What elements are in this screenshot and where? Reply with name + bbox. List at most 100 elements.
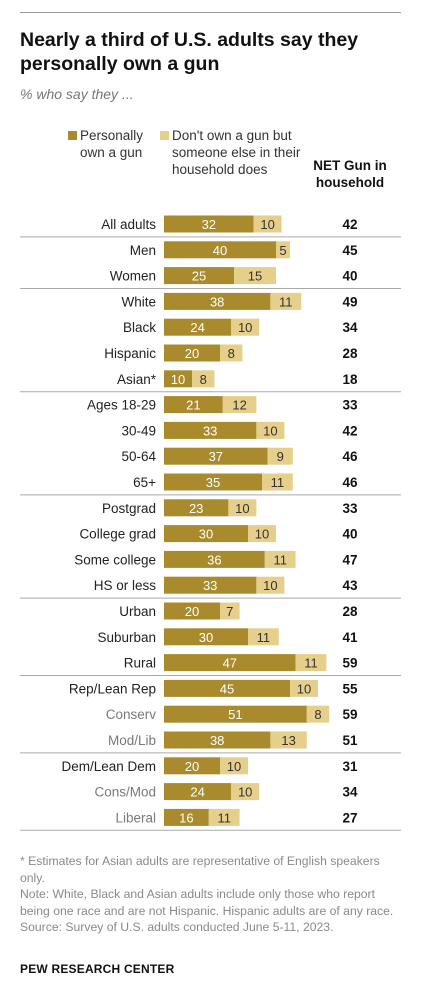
data-label-personal: 33	[203, 423, 217, 438]
bar-household	[222, 396, 257, 414]
bar-personal	[164, 318, 232, 336]
data-label-household: 10	[227, 759, 241, 774]
category-label: White	[121, 294, 156, 309]
bar-household	[253, 215, 282, 233]
bar-personal	[164, 525, 248, 543]
bar-personal	[164, 757, 220, 775]
bar-household	[290, 679, 318, 697]
bar-personal	[164, 241, 276, 259]
data-label-personal: 36	[207, 552, 221, 567]
legend-personal-label: Personally own a gun	[80, 128, 144, 160]
category-label: Asian*	[117, 372, 157, 387]
net-value: 45	[342, 243, 358, 258]
data-label-household: 7	[226, 604, 233, 619]
data-label-household: 11	[273, 552, 287, 567]
net-value: 34	[342, 785, 358, 800]
category-label: Ages 18-29	[87, 398, 156, 413]
data-label-personal: 38	[210, 733, 224, 748]
data-label-household: 10	[238, 785, 252, 800]
net-value: 33	[342, 501, 358, 516]
category-label: Rep/Lean Rep	[69, 681, 156, 696]
bar-personal	[164, 808, 209, 826]
category-label: Men	[130, 243, 156, 258]
bar-personal	[164, 499, 229, 517]
bar-household	[264, 550, 296, 568]
data-label-personal: 25	[192, 269, 206, 284]
data-label-personal: 51	[228, 707, 242, 722]
bar-personal	[164, 602, 220, 620]
stacked-bar-chart: All adults 32 10 42 Men 40 5 45 Women 25 15 40 White…	[20, 215, 401, 831]
data-label-household: 10	[235, 501, 249, 516]
data-label-personal: 33	[203, 578, 217, 593]
data-label-household: 10	[255, 527, 269, 542]
category-label: Liberal	[115, 810, 156, 825]
bar-household	[306, 705, 330, 723]
net-value: 59	[342, 707, 357, 722]
net-value: 28	[342, 604, 358, 619]
data-label-household: 15	[248, 269, 262, 284]
legend-household: Don't own a gun but someone else in thei…	[160, 127, 312, 178]
net-value: 42	[342, 423, 357, 438]
data-label-personal: 35	[206, 475, 220, 490]
bar-personal	[164, 783, 232, 801]
bar-personal	[164, 628, 248, 646]
net-value: 27	[342, 810, 357, 825]
bar-household	[228, 499, 257, 517]
bar-personal	[164, 292, 271, 310]
bar-household	[256, 421, 285, 439]
footnotes: * Estimates for Asian adults are represe…	[20, 853, 400, 936]
category-label: College grad	[79, 527, 156, 542]
net-value: 40	[342, 269, 357, 284]
legend-swatch-household	[160, 131, 169, 140]
top-rule	[20, 12, 401, 13]
net-value: 55	[342, 681, 358, 696]
bar-household	[267, 447, 293, 465]
bar-household	[262, 473, 293, 491]
footnote-note: Note: White, Black and Asian adults incl…	[20, 887, 394, 918]
bar-personal	[164, 447, 268, 465]
legend-personal: Personally own a gun	[68, 127, 160, 161]
net-value: 31	[342, 759, 358, 774]
net-value: 51	[342, 733, 358, 748]
data-label-household: 12	[232, 398, 246, 413]
data-label-personal: 16	[179, 810, 193, 825]
data-label-personal: 37	[209, 449, 223, 464]
net-value: 40	[342, 527, 357, 542]
bar-personal	[164, 731, 271, 749]
bar-personal	[164, 370, 192, 388]
data-label-household: 11	[304, 656, 318, 671]
data-label-household: 11	[279, 294, 293, 309]
category-label: 30-49	[121, 423, 156, 438]
data-label-household: 8	[314, 707, 321, 722]
net-value: 49	[342, 294, 357, 309]
bar-household	[295, 654, 327, 672]
bar-personal	[164, 654, 296, 672]
bar-household	[220, 602, 240, 620]
category-label: Postgrad	[102, 501, 156, 516]
bar-household	[192, 370, 215, 388]
bar-household	[248, 628, 279, 646]
net-value: 33	[342, 398, 358, 413]
footnote-asian: * Estimates for Asian adults are represe…	[20, 854, 380, 885]
bar-household	[231, 318, 260, 336]
net-value: 46	[342, 449, 358, 464]
net-value: 34	[342, 320, 358, 335]
category-label: Cons/Mod	[94, 785, 156, 800]
data-label-personal: 30	[199, 527, 213, 542]
bar-household	[276, 241, 290, 259]
data-label-personal: 21	[186, 398, 200, 413]
data-label-personal: 47	[223, 656, 237, 671]
category-label: HS or less	[94, 578, 157, 593]
data-label-household: 8	[228, 346, 235, 361]
category-label: Women	[110, 269, 156, 284]
data-label-personal: 20	[185, 759, 199, 774]
net-value: 42	[342, 217, 357, 232]
data-label-household: 13	[281, 733, 295, 748]
data-label-personal: 20	[185, 604, 199, 619]
net-value: 43	[342, 578, 358, 593]
data-label-personal: 32	[202, 217, 216, 232]
data-label-personal: 38	[210, 294, 224, 309]
bar-personal	[164, 396, 223, 414]
net-value: 28	[342, 346, 358, 361]
net-value: 59	[342, 656, 357, 671]
